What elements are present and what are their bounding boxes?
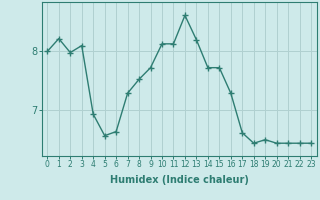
X-axis label: Humidex (Indice chaleur): Humidex (Indice chaleur) <box>110 175 249 185</box>
